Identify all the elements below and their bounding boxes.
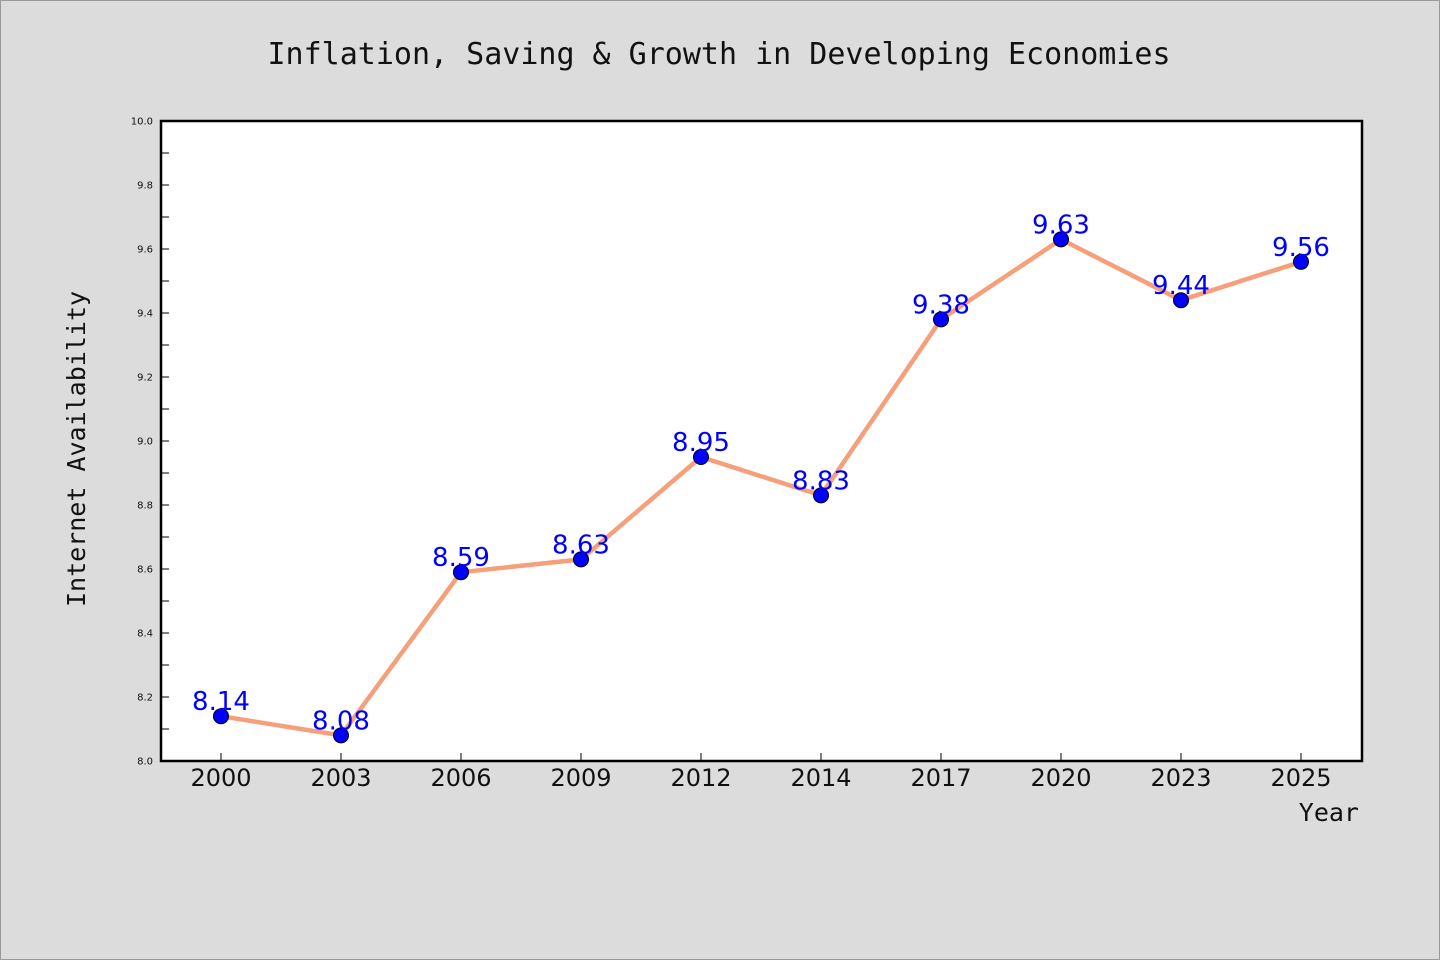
y-tick-label: 9.6 xyxy=(137,245,153,256)
plot-frame xyxy=(159,119,1364,763)
data-label: 9.38 xyxy=(912,290,970,320)
data-label: 8.63 xyxy=(552,530,610,560)
plot-area xyxy=(161,121,1362,761)
data-label: 8.14 xyxy=(192,687,250,717)
y-tick-label: 10.0 xyxy=(131,117,153,128)
y-axis-label: Internet Availability xyxy=(62,291,91,607)
data-point xyxy=(933,311,949,328)
data-point xyxy=(1173,292,1189,309)
data-label: 8.08 xyxy=(312,706,370,736)
data-point xyxy=(333,727,349,744)
y-tick-label: 8.0 xyxy=(137,757,153,768)
x-tick-label: 2023 xyxy=(1150,764,1211,792)
data-point xyxy=(693,449,709,465)
data-point xyxy=(573,551,589,568)
data-labels: 8.14 8.08 8.59 8.63 8.95 8.83 9.38 9.63 9.44 9.56 xyxy=(192,210,1330,736)
x-tick-label: 2025 xyxy=(1270,764,1331,792)
y-tick-label: 9.0 xyxy=(137,437,153,448)
x-tick-label: 2017 xyxy=(910,764,971,792)
x-axis-label: Year xyxy=(1299,798,1359,827)
data-label: 8.59 xyxy=(432,543,490,573)
y-tick-label: 8.6 xyxy=(137,565,153,576)
x-tick-label: 2014 xyxy=(790,764,851,792)
x-tick-label: 2012 xyxy=(670,764,731,792)
x-tick-label: 2003 xyxy=(310,764,371,792)
data-label: 8.83 xyxy=(792,466,850,496)
chart-title: Inflation, Saving & Growth in Developing… xyxy=(267,37,1170,72)
y-tick-label: 9.8 xyxy=(137,181,153,192)
data-label: 9.44 xyxy=(1152,271,1210,301)
data-label: 9.56 xyxy=(1272,233,1330,263)
data-point xyxy=(813,487,829,504)
y-tick-label: 8.4 xyxy=(137,629,153,640)
x-tick-label: 2020 xyxy=(1030,764,1091,792)
y-axis-ticks: 8.0 8.2 8.4 8.6 8.8 9.0 9.2 9.4 9.6 9.8 10.0 xyxy=(131,117,169,768)
data-point xyxy=(1293,253,1309,270)
y-tick-label: 8.2 xyxy=(137,693,153,704)
y-tick-label: 9.4 xyxy=(137,309,153,320)
y-tick-label: 9.2 xyxy=(137,373,153,384)
x-tick-label: 2006 xyxy=(430,764,491,792)
data-point xyxy=(1053,231,1069,248)
data-points xyxy=(213,231,1309,744)
data-point xyxy=(453,564,469,581)
y-tick-label: 8.8 xyxy=(137,501,153,512)
series-line xyxy=(220,237,1302,738)
data-label: 8.95 xyxy=(672,428,730,458)
x-tick-label: 2009 xyxy=(550,764,611,792)
x-tick-label: 2000 xyxy=(190,764,251,792)
x-axis-ticks: 2000 2003 2006 2009 2012 2014 2017 2020 2023 2025 xyxy=(190,753,1332,792)
data-label: 9.63 xyxy=(1032,210,1090,240)
data-point xyxy=(213,708,229,725)
